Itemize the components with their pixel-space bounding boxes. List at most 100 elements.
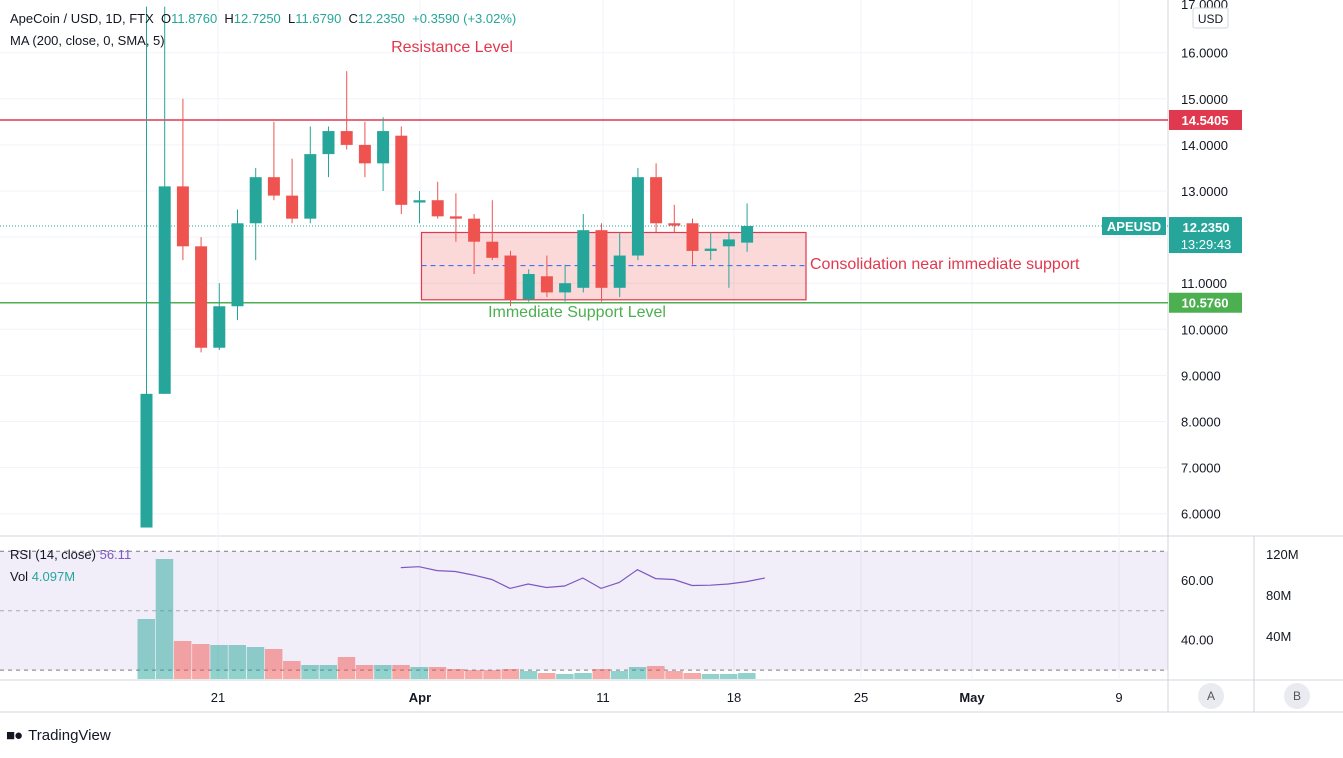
price-tick: 11.0000 bbox=[1181, 276, 1227, 291]
candle-body bbox=[431, 200, 444, 217]
price-tick: 7.0000 bbox=[1181, 461, 1221, 476]
volume-bar bbox=[483, 670, 501, 679]
volume-tick: 80M bbox=[1266, 588, 1291, 603]
volume-bar bbox=[738, 673, 756, 679]
currency-box bbox=[1192, 7, 1229, 29]
volume-bar bbox=[628, 667, 647, 679]
price-tick: 8.0000 bbox=[1181, 415, 1221, 430]
volume-label: Vol bbox=[10, 569, 29, 584]
candle-body bbox=[577, 230, 590, 288]
support-annotation: Immediate Support Level bbox=[488, 304, 666, 321]
high-value: 12.7250 bbox=[233, 11, 281, 26]
candle-body bbox=[741, 226, 754, 243]
symbol-header: ApeCoin / USD, 1D, FTX O11.8760 H12.7250… bbox=[10, 11, 516, 26]
volume-bar bbox=[155, 559, 174, 679]
price-tick: 9.0000 bbox=[1181, 368, 1221, 383]
candle-body bbox=[686, 223, 699, 251]
resistance-annotation: Resistance Level bbox=[391, 39, 513, 56]
tradingview-brand[interactable]: ■● TradingView bbox=[6, 727, 111, 744]
price-tick: 15.0000 bbox=[1181, 92, 1228, 107]
volume-bar bbox=[610, 671, 629, 679]
candle-body bbox=[595, 230, 608, 288]
price-tick: 14.0000 bbox=[1181, 138, 1228, 153]
volume-legend[interactable]: Vol 4.097M bbox=[10, 569, 75, 584]
volume-bar bbox=[501, 669, 519, 679]
candle-body bbox=[722, 239, 735, 247]
volume-bar bbox=[192, 644, 210, 679]
time-tick: Apr bbox=[409, 690, 431, 705]
symbol-name: ApeCoin / USD, 1D, FTX bbox=[10, 11, 154, 26]
rsi-legend[interactable]: RSI (14, close) 56.11 bbox=[10, 547, 131, 562]
ma-indicator-label[interactable]: MA (200, close, 0, SMA, 5) bbox=[10, 33, 165, 48]
rsi-line bbox=[400, 566, 765, 590]
candle-body bbox=[631, 177, 644, 256]
volume-tick: 120M bbox=[1266, 547, 1299, 562]
candle-body bbox=[158, 186, 171, 394]
scale-b-button[interactable]: B bbox=[1284, 683, 1310, 709]
candle-body bbox=[231, 223, 244, 307]
price-tick: 16.0000 bbox=[1181, 46, 1228, 61]
candle-body bbox=[650, 177, 663, 224]
volume-bar bbox=[683, 673, 701, 679]
volume-bar bbox=[592, 669, 610, 679]
time-tick: 18 bbox=[727, 690, 741, 705]
candle-body bbox=[540, 276, 553, 293]
candle-body bbox=[249, 177, 262, 224]
rsi-tick: 60.00 bbox=[1181, 573, 1214, 588]
volume-bar bbox=[392, 665, 410, 679]
candle-body bbox=[504, 255, 517, 300]
consolidation-annotation: Consolidation near immediate support bbox=[810, 256, 1080, 273]
last-price-badge-bg bbox=[1169, 217, 1242, 254]
low-value: 11.6790 bbox=[295, 11, 342, 26]
candle-body bbox=[449, 216, 462, 219]
volume-bar bbox=[319, 665, 337, 679]
candle-body bbox=[395, 135, 408, 205]
volume-tick: 40M bbox=[1266, 629, 1291, 644]
candle-body bbox=[286, 195, 299, 219]
price-tick: 10.0000 bbox=[1181, 322, 1228, 337]
volume-bar bbox=[537, 673, 556, 679]
volume-bar bbox=[665, 671, 683, 679]
brand-name: TradingView bbox=[28, 727, 111, 744]
auto-scale-button[interactable]: A bbox=[1198, 683, 1224, 709]
resistance-price-badge: 14.5405 bbox=[1182, 113, 1229, 128]
candle-body bbox=[559, 283, 572, 293]
volume-bar bbox=[246, 647, 265, 679]
rsi-tick: 40.00 bbox=[1181, 632, 1214, 647]
last-price-badge: 12.2350 bbox=[1183, 220, 1230, 235]
candle-body bbox=[176, 186, 189, 247]
candle-body bbox=[340, 131, 353, 145]
time-tick: 25 bbox=[854, 690, 868, 705]
currency-label: USD bbox=[1198, 12, 1224, 26]
time-tick: 9 bbox=[1115, 690, 1122, 705]
open-value: 11.8760 bbox=[171, 11, 218, 26]
volume-value: 4.097M bbox=[31, 569, 76, 584]
close-label: C bbox=[348, 11, 358, 26]
volume-bar bbox=[264, 649, 283, 679]
open-label: O bbox=[161, 11, 172, 26]
candle-body bbox=[322, 131, 335, 155]
candle-body bbox=[413, 200, 426, 203]
volume-bar bbox=[465, 670, 483, 679]
support-price-badge: 10.5760 bbox=[1182, 296, 1229, 311]
candle-body bbox=[522, 273, 535, 300]
volume-bar bbox=[719, 674, 738, 679]
volume-bar bbox=[283, 661, 301, 679]
low-label: L bbox=[288, 11, 296, 26]
volume-bar bbox=[410, 667, 428, 679]
close-value: 12.2350 bbox=[357, 11, 405, 26]
candle-body bbox=[195, 246, 208, 348]
volume-bar bbox=[228, 645, 246, 679]
volume-bar bbox=[210, 645, 228, 679]
support-price-badge-bg bbox=[1169, 292, 1242, 313]
volume-bar bbox=[701, 674, 720, 679]
countdown-timer: 13:29:43 bbox=[1181, 237, 1232, 252]
rsi-value: 56.11 bbox=[99, 547, 132, 562]
volume-bar bbox=[519, 671, 538, 679]
high-label: H bbox=[224, 11, 234, 26]
time-tick: May bbox=[959, 690, 985, 705]
price-tick: 13.0000 bbox=[1181, 184, 1228, 199]
rsi-label: RSI (14, close) bbox=[10, 547, 96, 562]
volume-bar bbox=[137, 619, 155, 679]
